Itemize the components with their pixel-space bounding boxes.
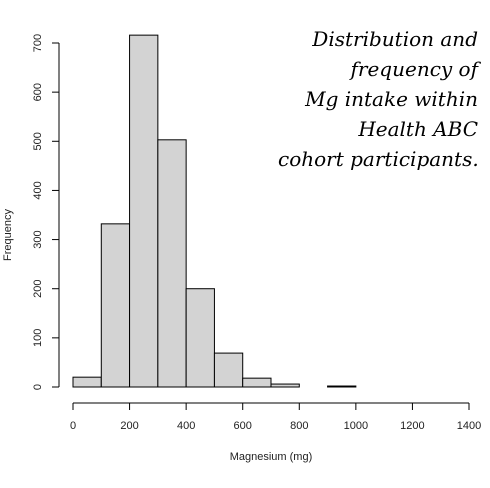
y-tick-label-100: 100 — [32, 329, 44, 347]
x-tick-label-200: 200 — [120, 420, 138, 432]
y-tick-label-200: 200 — [32, 280, 44, 298]
chart-annotation: Distribution and frequency of Mg intake … — [278, 24, 479, 174]
histogram-bar-8 — [270, 383, 300, 388]
x-axis: 0 200 400 600 800 1000 1200 1400 — [70, 402, 481, 432]
x-tick-label-1400: 1400 — [457, 420, 481, 432]
y-axis: 0 100 200 300 400 500 600 700 — [32, 34, 60, 390]
y-tick-label-600: 600 — [32, 83, 44, 101]
bars-group — [72, 34, 357, 388]
histogram-bar-2 — [100, 223, 131, 388]
y-tick-label-0: 0 — [32, 384, 44, 390]
x-tick-label-400: 400 — [177, 420, 195, 432]
histogram-bar-10 — [327, 385, 357, 388]
x-tick-label-0: 0 — [70, 420, 76, 432]
annotation-line-1: Distribution and — [312, 27, 478, 51]
x-tick-label-600: 600 — [234, 420, 252, 432]
annotation-line-5: cohort participants. — [278, 147, 479, 171]
y-tick-label-300: 300 — [32, 230, 44, 248]
y-axis-title: Frequency — [2, 209, 14, 261]
x-axis-title: Magnesium (mg) — [230, 451, 313, 463]
histogram-bar-4 — [157, 139, 187, 388]
histogram-bar-7 — [242, 377, 272, 388]
x-tick-label-1000: 1000 — [344, 420, 368, 432]
histogram-bar-6 — [213, 352, 244, 388]
annotation-line-2: frequency of — [350, 57, 479, 81]
annotation-line-3: Mg intake within — [305, 87, 478, 111]
y-tick-label-500: 500 — [32, 132, 44, 150]
histogram-bar-1 — [72, 376, 102, 388]
histogram-bar-3 — [129, 34, 159, 388]
histogram-bar-5 — [185, 288, 215, 388]
annotation-line-4: Health ABC — [358, 117, 478, 141]
x-tick-label-800: 800 — [290, 420, 308, 432]
y-tick-label-700: 700 — [32, 34, 44, 52]
y-tick-label-400: 400 — [32, 181, 44, 199]
x-tick-label-1200: 1200 — [400, 420, 424, 432]
